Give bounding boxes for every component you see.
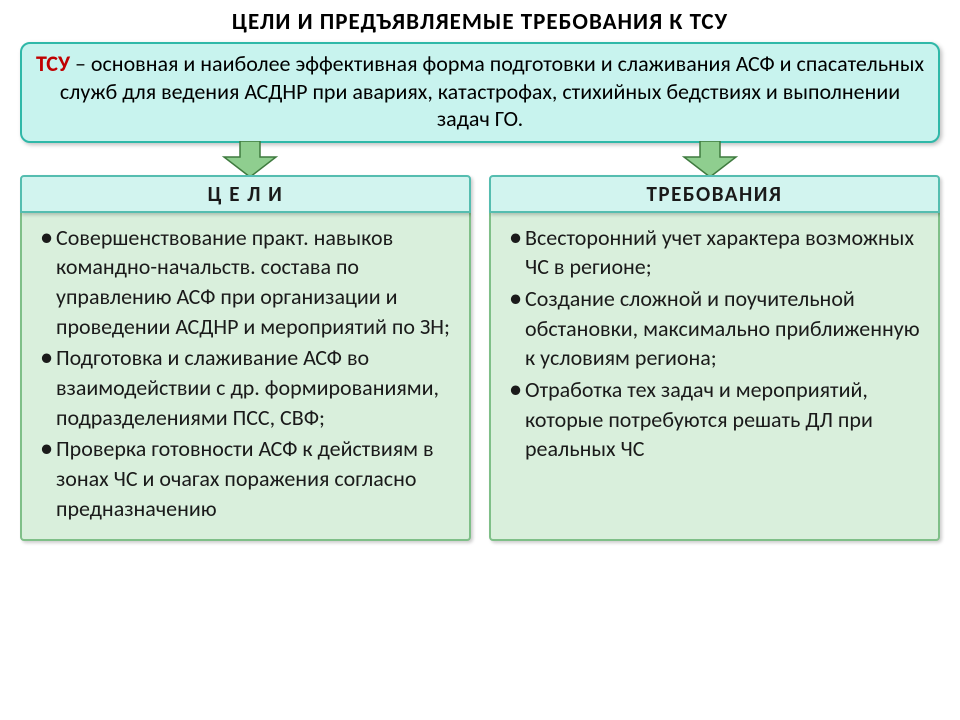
definition-lead: ТСУ: [36, 50, 70, 77]
list-item: Совершенствование практ. навыков командн…: [34, 223, 457, 342]
list-item: Всесторонний учет характера возможных ЧС…: [503, 223, 926, 282]
requirements-column: ТРЕБОВАНИЯ Всесторонний учет характера в…: [489, 175, 940, 542]
arrow-right-wrap: [480, 141, 940, 177]
arrow-down-icon: [218, 141, 282, 177]
slide-page: ЦЕЛИ И ПРЕДЪЯВЛЯЕМЫЕ ТРЕБОВАНИЯ К ТСУ ТС…: [0, 0, 960, 720]
arrow-down-icon: [678, 141, 742, 177]
goals-body: Совершенствование практ. навыков командн…: [20, 213, 471, 542]
arrows-row: [20, 141, 940, 177]
goals-list: Совершенствование практ. навыков командн…: [34, 223, 457, 524]
requirements-header: ТРЕБОВАНИЯ: [489, 175, 940, 213]
requirements-body: Всесторонний учет характера возможных ЧС…: [489, 213, 940, 542]
page-title: ЦЕЛИ И ПРЕДЪЯВЛЯЕМЫЕ ТРЕБОВАНИЯ К ТСУ: [20, 8, 940, 36]
columns-container: Ц Е Л И Совершенствование практ. навыков…: [20, 175, 940, 542]
list-item: Создание сложной и поучительной обстанов…: [503, 284, 926, 373]
arrow-left-wrap: [20, 141, 480, 177]
list-item: Проверка готовности АСФ к действиям в зо…: [34, 434, 457, 523]
list-item: Отработка тех задач и мероприятий, котор…: [503, 375, 926, 464]
requirements-list: Всесторонний учет характера возможных ЧС…: [503, 223, 926, 465]
definition-text: – основная и наиболее эффективная форма …: [60, 50, 924, 132]
list-item: Подготовка и слаживание АСФ во взаимодей…: [34, 343, 457, 432]
definition-box: ТСУ – основная и наиболее эффективная фо…: [20, 42, 940, 143]
goals-column: Ц Е Л И Совершенствование практ. навыков…: [20, 175, 471, 542]
goals-header: Ц Е Л И: [20, 175, 471, 213]
